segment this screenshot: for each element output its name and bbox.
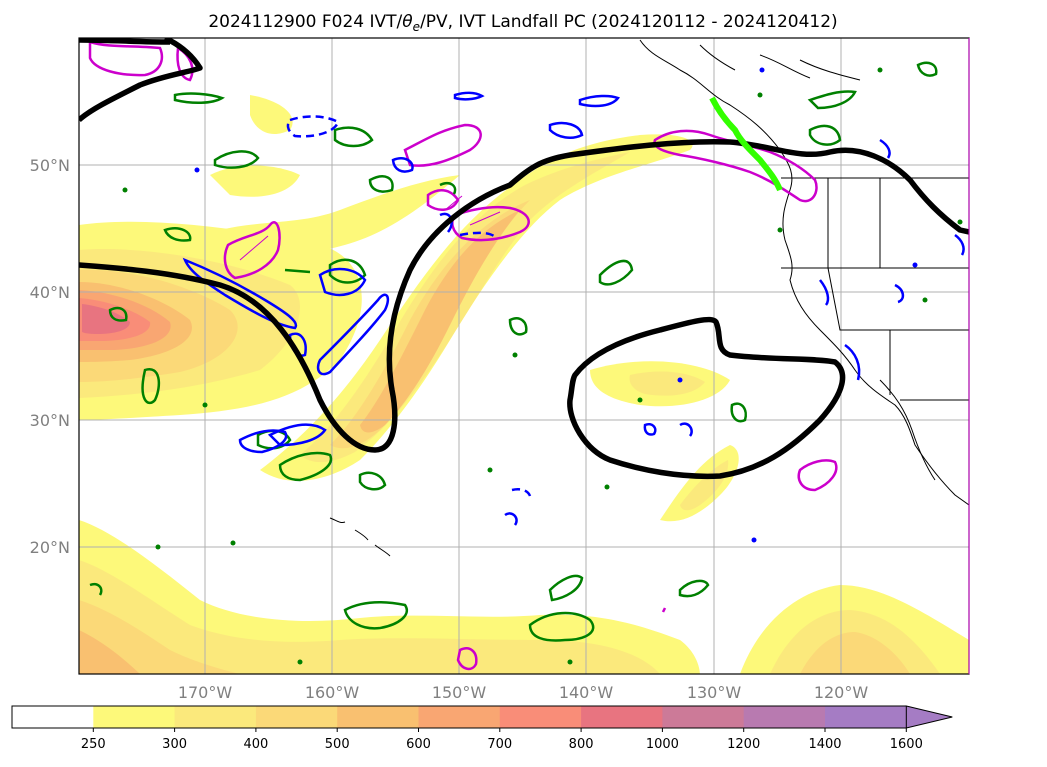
ivt-pc-contours — [79, 38, 969, 480]
colorbar-tick-label: 600 — [406, 737, 431, 752]
colorbar-segment — [93, 706, 176, 728]
theta-e-negative-dashed — [286, 115, 532, 497]
colorbar-tick-label: 300 — [162, 737, 187, 752]
lat-label: 50°N — [30, 156, 70, 175]
colorbar-segment — [662, 706, 745, 728]
colorbar-tick-label: 250 — [81, 737, 106, 752]
colorbar-tick-label: 1600 — [890, 737, 923, 752]
colorbar-segment — [174, 706, 257, 728]
pv-contours — [88, 40, 838, 671]
coastlines — [329, 39, 969, 557]
latitude-labels: 50°N 40°N 30°N 20°N — [30, 156, 70, 557]
landfall-segment — [709, 96, 783, 192]
colorbar-segment — [418, 706, 501, 728]
lat-label: 20°N — [30, 538, 70, 557]
ivt-shading — [79, 95, 969, 674]
colorbar-tick-label: 1000 — [646, 737, 679, 752]
colorbar-tick-label: 400 — [243, 737, 268, 752]
colorbar-tick-label: 1200 — [727, 737, 760, 752]
colorbar-segment — [499, 706, 582, 728]
colorbar-segment — [581, 706, 663, 728]
lon-label: 170°W — [178, 683, 233, 702]
lon-label: 140°W — [559, 683, 614, 702]
lon-label: 120°W — [814, 683, 869, 702]
colorbar: 250 300 400 500 600 700 800 1000 1200 1400 1600 — [11, 705, 953, 752]
lat-label: 30°N — [30, 411, 70, 430]
colorbar-segment — [337, 706, 419, 728]
lon-label: 130°W — [687, 683, 742, 702]
colorbar-extend-arrow — [905, 705, 953, 729]
theta-e-negative — [182, 91, 965, 526]
colorbar-segment — [12, 706, 94, 728]
colorbar-segment — [743, 706, 826, 728]
colorbar-tick-label: 500 — [325, 737, 350, 752]
lat-label: 40°N — [30, 283, 70, 302]
colorbar-tick-label: 1400 — [808, 737, 841, 752]
colorbar-segment — [255, 706, 338, 728]
theta-e-dots — [122, 67, 963, 665]
colorbar-tick-label: 800 — [569, 737, 594, 752]
colorbar-tick-label: 700 — [487, 737, 512, 752]
lon-label: 160°W — [305, 683, 360, 702]
lon-label: 150°W — [432, 683, 487, 702]
longitude-labels: 170°W 160°W 150°W 140°W 130°W 120°W — [178, 683, 869, 702]
colorbar-segment — [825, 706, 907, 728]
plot-title: 2024112900 F024 IVT/θe/PV, IVT Landfall … — [208, 12, 837, 34]
theta-e-positive — [89, 61, 938, 642]
map-area — [79, 38, 969, 674]
graticule — [79, 38, 969, 674]
